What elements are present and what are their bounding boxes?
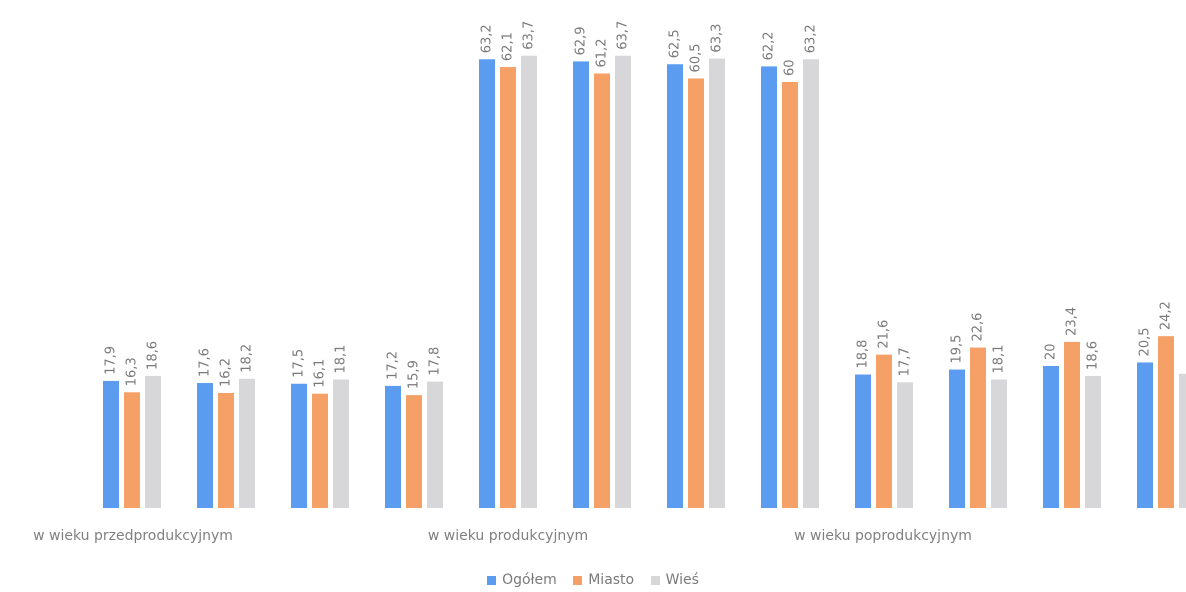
bar-wies-4 <box>427 381 443 508</box>
legend-swatch-wies <box>650 575 660 585</box>
bar-wies-2 <box>239 378 255 508</box>
value-label-ogolem-2: 17,6 <box>198 348 213 377</box>
bar-chart: 17,9 16,3 18,6 17,6 16,2 18,2 17,5 16,1 18,1 17,2… <box>33 21 1186 544</box>
group-label-poprodukcyjny: w wieku poprodukcyjnym <box>794 528 972 544</box>
bar-wies-5 <box>521 55 537 508</box>
bar-miasto-7 <box>688 78 704 508</box>
value-label-ogolem-12: 20,5 <box>1138 327 1153 356</box>
value-label-miasto-11: 23,4 <box>1065 307 1080 336</box>
value-label-wies-7: 63,3 <box>710 24 725 53</box>
bar-ogolem-5 <box>479 59 495 508</box>
bars-layer <box>103 55 1186 508</box>
bar-miasto-9 <box>876 354 892 508</box>
bar-wies-7 <box>709 58 725 508</box>
value-label-miasto-8: 60 <box>783 59 798 76</box>
value-label-ogolem-1: 17,9 <box>104 346 119 375</box>
bar-wies-1 <box>145 375 161 508</box>
value-label-wies-8: 63,2 <box>804 24 819 53</box>
bar-wies-11 <box>1085 375 1101 508</box>
value-label-miasto-9: 21,6 <box>877 320 892 349</box>
value-label-wies-5: 63,7 <box>522 21 537 50</box>
value-label-ogolem-4: 17,2 <box>386 351 401 380</box>
group-label-produkcyjny: w wieku produkcyjnym <box>428 528 588 544</box>
bar-miasto-4 <box>406 395 422 508</box>
bar-ogolem-12 <box>1137 362 1153 508</box>
bar-ogolem-9 <box>855 374 871 508</box>
legend-item-wies: Wieś <box>650 572 699 588</box>
legend-label-ogolem: Ogółem <box>502 572 557 588</box>
legend: Ogółem Miasto Wieś <box>0 572 1186 589</box>
value-label-wies-4: 17,8 <box>428 347 443 376</box>
bar-ogolem-11 <box>1043 366 1059 508</box>
bar-wies-8 <box>803 59 819 508</box>
value-label-miasto-2: 16,2 <box>219 358 234 387</box>
value-label-miasto-10: 22,6 <box>971 313 986 342</box>
bar-wies-10 <box>991 379 1007 508</box>
group-label-przedprodukcyjny: w wieku przedprodukcyjnym <box>33 528 233 544</box>
legend-swatch-miasto <box>573 575 583 585</box>
bar-miasto-10 <box>970 347 986 508</box>
bar-miasto-2 <box>218 392 234 508</box>
value-label-miasto-6: 61,2 <box>595 39 610 68</box>
legend-label-wies: Wieś <box>665 572 699 588</box>
bar-wies-6 <box>615 55 631 508</box>
bar-miasto-3 <box>312 393 328 508</box>
legend-label-miasto: Miasto <box>588 572 635 588</box>
value-label-miasto-7: 60,5 <box>689 43 704 72</box>
bar-miasto-11 <box>1064 341 1080 508</box>
bar-miasto-6 <box>594 73 610 508</box>
value-label-wies-1: 18,6 <box>146 341 161 370</box>
bar-ogolem-2 <box>197 383 213 508</box>
bar-ogolem-3 <box>291 383 307 508</box>
value-label-ogolem-11: 20 <box>1044 343 1059 360</box>
value-label-wies-2: 18,2 <box>240 344 255 373</box>
bar-ogolem-4 <box>385 385 401 508</box>
value-labels-layer: 17,9 16,3 18,6 17,6 16,2 18,2 17,5 16,1 18,1 17,2… <box>104 21 1174 389</box>
value-label-wies-10: 18,1 <box>992 345 1007 374</box>
value-label-miasto-12: 24,2 <box>1159 301 1174 330</box>
legend-item-ogolem: Ogółem <box>487 572 557 588</box>
value-label-wies-11: 18,6 <box>1086 341 1101 370</box>
bar-miasto-12 <box>1158 336 1174 508</box>
bar-miasto-8 <box>782 82 798 508</box>
bar-ogolem-6 <box>573 61 589 508</box>
value-label-miasto-5: 62,1 <box>501 32 516 61</box>
bar-wies-9 <box>897 382 913 508</box>
value-label-ogolem-5: 63,2 <box>480 24 495 53</box>
value-label-wies-9: 17,7 <box>898 347 913 376</box>
value-label-ogolem-9: 18,8 <box>856 340 871 369</box>
bar-wies-3 <box>333 379 349 508</box>
value-label-ogolem-7: 62,5 <box>668 29 683 58</box>
value-label-miasto-4: 15,9 <box>407 360 422 389</box>
value-label-ogolem-6: 62,9 <box>574 26 589 55</box>
value-label-ogolem-8: 62,2 <box>762 31 777 60</box>
bar-miasto-1 <box>124 392 140 508</box>
value-label-ogolem-10: 19,5 <box>950 335 965 364</box>
legend-swatch-ogolem <box>487 575 497 585</box>
bar-ogolem-1 <box>103 380 119 508</box>
legend-item-miasto: Miasto <box>573 572 634 588</box>
bar-ogolem-8 <box>761 66 777 508</box>
bar-ogolem-10 <box>949 369 965 508</box>
value-label-miasto-1: 16,3 <box>125 357 140 386</box>
value-label-wies-6: 63,7 <box>616 21 631 50</box>
bar-miasto-5 <box>500 67 516 508</box>
value-label-ogolem-3: 17,5 <box>292 349 307 378</box>
value-label-miasto-3: 16,1 <box>313 359 328 388</box>
bar-ogolem-7 <box>667 64 683 508</box>
value-label-wies-3: 18,1 <box>334 345 349 374</box>
bar-wies-12 <box>1179 373 1186 508</box>
